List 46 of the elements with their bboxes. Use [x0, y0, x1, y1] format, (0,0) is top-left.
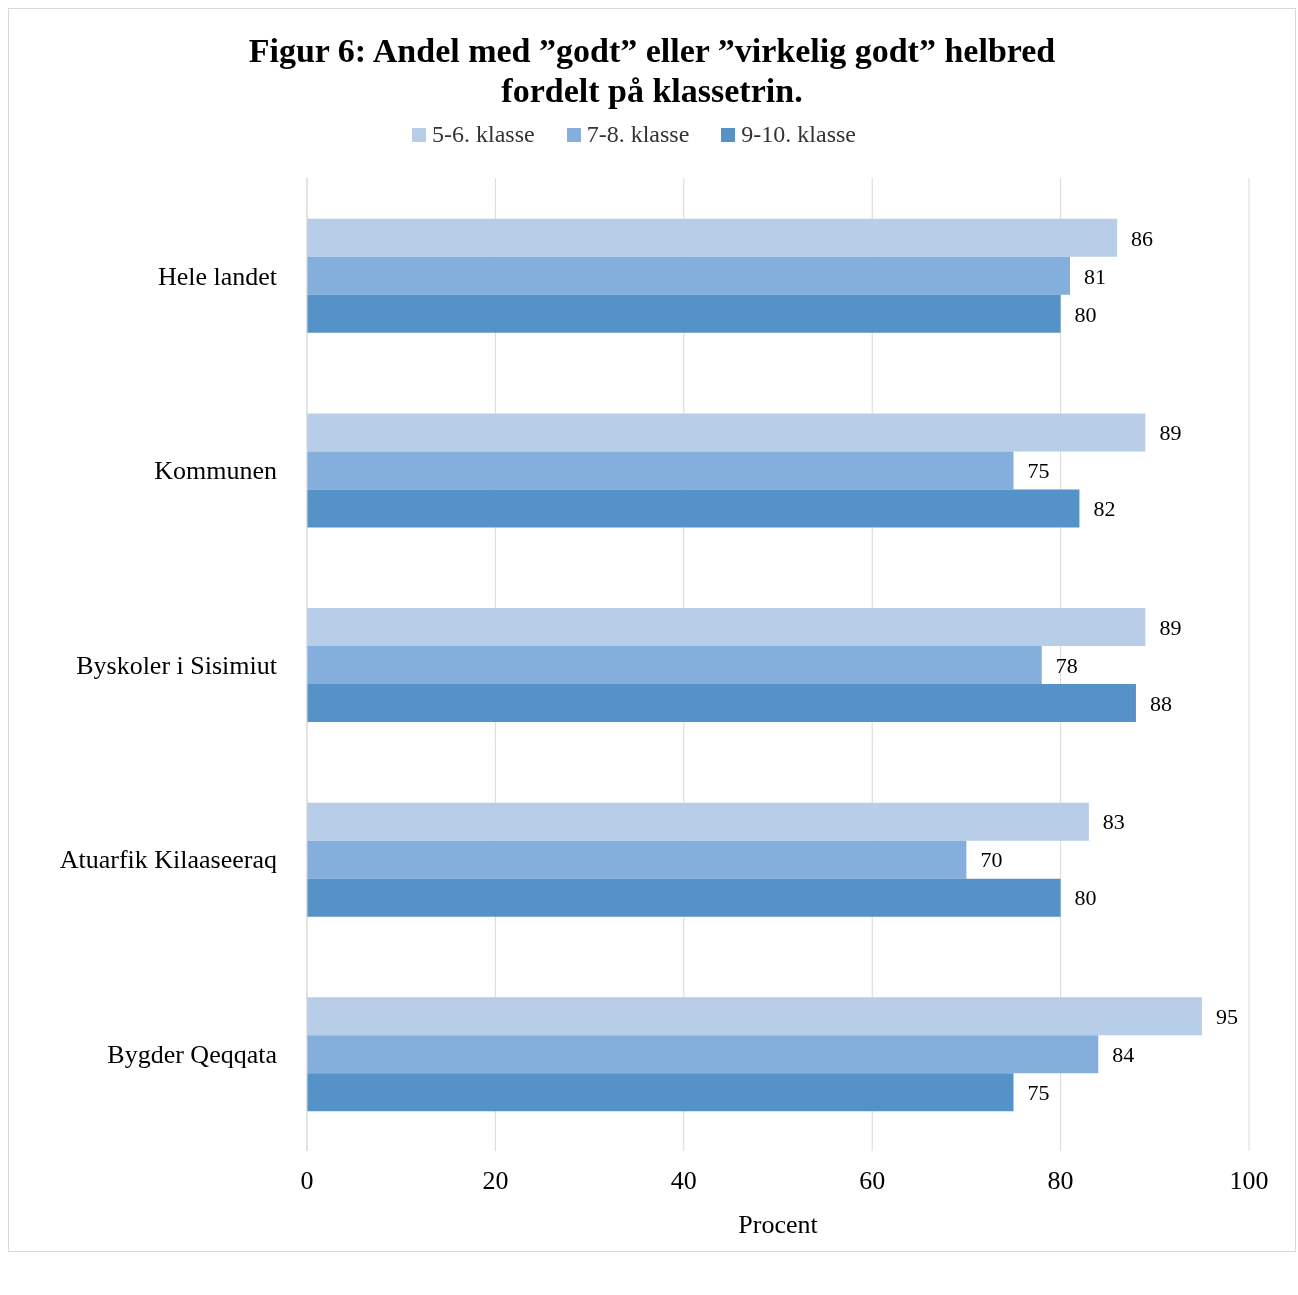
- bar: [307, 451, 1014, 490]
- data-label: 80: [1074, 301, 1097, 327]
- data-label: 81: [1084, 263, 1107, 289]
- data-label: 89: [1159, 420, 1182, 446]
- bar: [307, 218, 1118, 257]
- bar: [307, 413, 1146, 452]
- y-tick-label: Kommunen: [154, 456, 277, 486]
- x-tick-label: 40: [670, 1166, 697, 1196]
- data-label: 95: [1215, 1004, 1238, 1030]
- bar: [307, 294, 1061, 333]
- x-axis-title: Procent: [738, 1210, 819, 1239]
- y-tick-label: Atuarfik Kilaaseeraq: [59, 845, 277, 875]
- data-label: 84: [1112, 1042, 1135, 1068]
- legend-label: 5-6. klasse: [432, 121, 535, 148]
- data-label: 89: [1159, 614, 1182, 640]
- y-tick-label: Byskoler i Sisimiut: [76, 650, 278, 680]
- bar: [307, 489, 1080, 528]
- legend-label: 9-10. klasse: [741, 121, 856, 148]
- y-tick-label: Bygder Qeqqata: [107, 1039, 278, 1069]
- bar: [307, 997, 1202, 1036]
- data-label: 82: [1093, 496, 1116, 522]
- legend-label: 7-8. klasse: [586, 121, 690, 148]
- bar: [307, 1073, 1014, 1112]
- bar: [307, 802, 1089, 841]
- data-label: 80: [1074, 885, 1097, 911]
- bar: [307, 840, 967, 879]
- x-tick-label: 80: [1047, 1166, 1074, 1196]
- data-label: 75: [1027, 1080, 1050, 1106]
- y-tick-label: Hele landet: [157, 261, 278, 291]
- bar: [307, 684, 1136, 723]
- bar: [307, 646, 1042, 685]
- x-tick-label: 0: [300, 1166, 314, 1196]
- data-label: 78: [1055, 652, 1078, 678]
- x-tick-label: 60: [859, 1166, 886, 1196]
- bar: [307, 1035, 1099, 1074]
- data-label: 86: [1131, 225, 1154, 251]
- x-tick-label: 100: [1229, 1166, 1269, 1196]
- bar: [307, 256, 1071, 295]
- data-label: 75: [1027, 458, 1050, 484]
- x-tick-label: 20: [482, 1166, 509, 1196]
- bar: [307, 608, 1146, 647]
- chart-title: Figur 6: Andel med ”godt” eller ”virkelig godt” helbred fordelt på klassetrin.: [247, 31, 1057, 111]
- data-label: 70: [980, 847, 1003, 873]
- data-label: 88: [1149, 690, 1172, 716]
- data-label: 83: [1102, 809, 1125, 835]
- bar: [307, 878, 1061, 917]
